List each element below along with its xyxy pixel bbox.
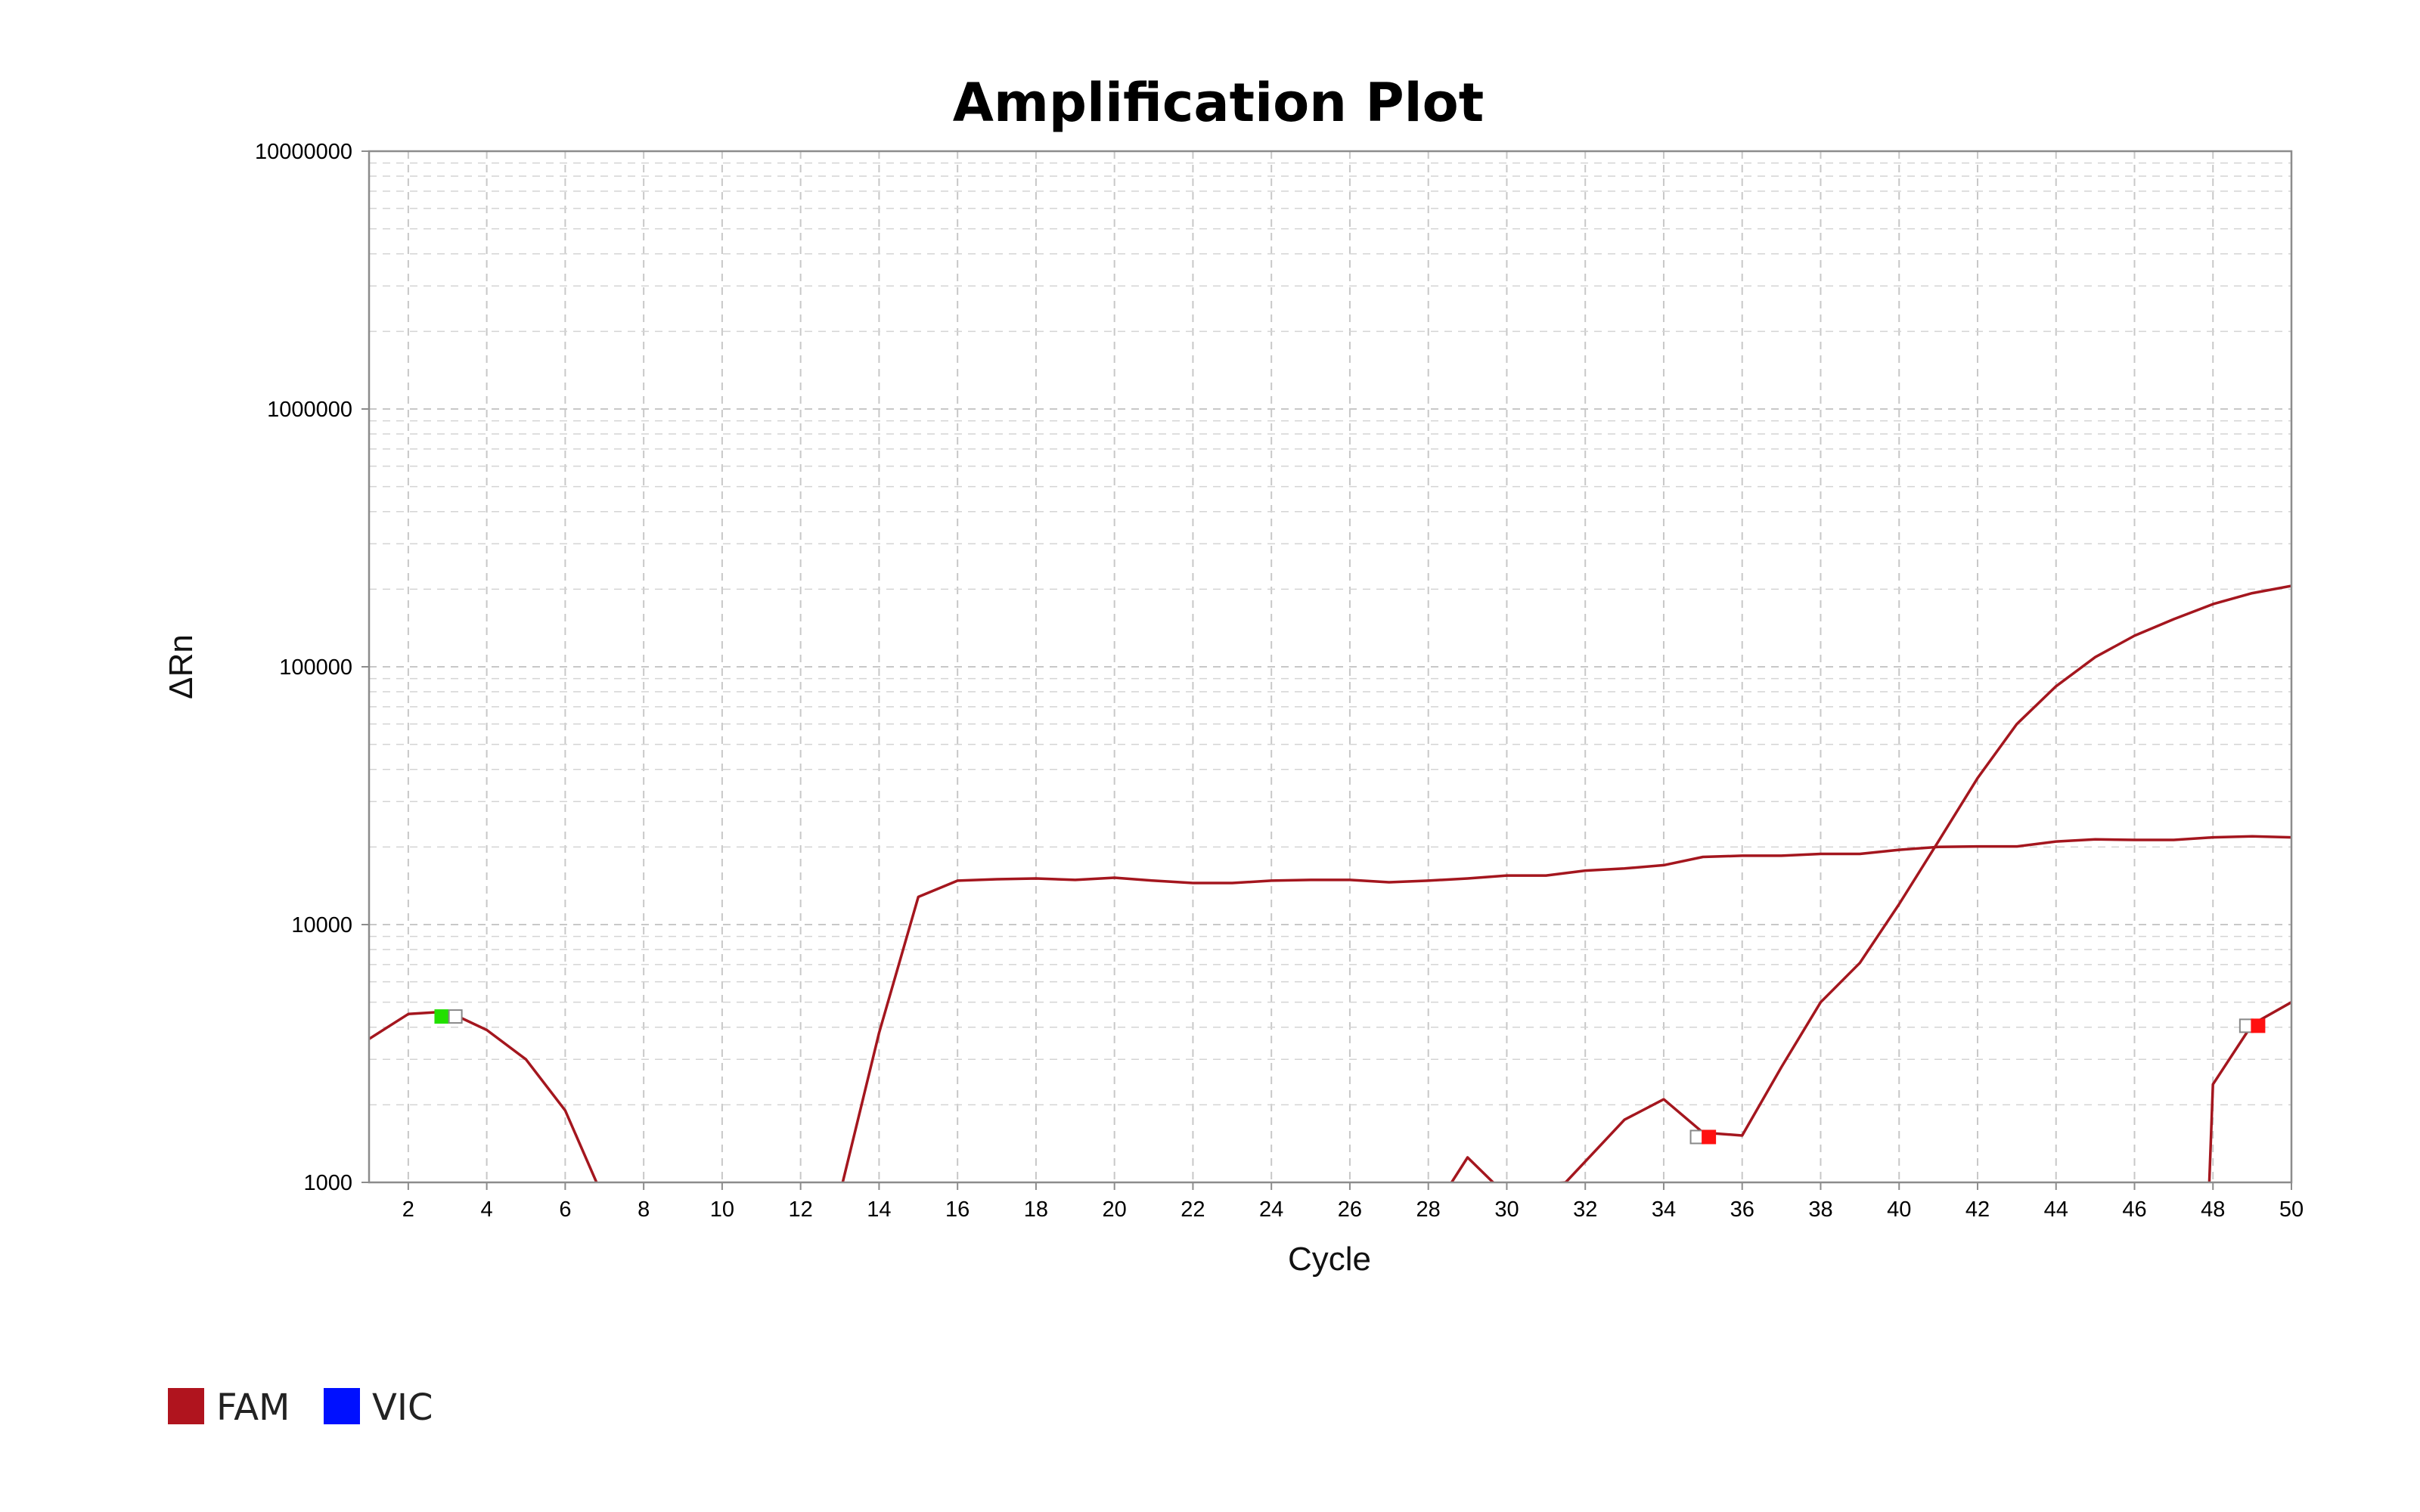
ct-marker <box>2251 1018 2266 1033</box>
series-layer <box>369 584 2291 1182</box>
x-tick-label: 14 <box>867 1198 891 1222</box>
ct-marker <box>2238 1018 2254 1033</box>
x-tick-label: 44 <box>2044 1198 2068 1222</box>
x-tick-label: 46 <box>2122 1198 2146 1222</box>
x-tick-label: 16 <box>945 1198 970 1222</box>
x-axis-ticks: 2 4 6 8 10 12 14 16 18 20 22 24 26 28 30 32 34 36 38 40 42 44… <box>402 1182 2304 1222</box>
x-tick-label: 42 <box>1965 1198 1990 1222</box>
ct-marker <box>1702 1129 1717 1145</box>
x-tick-label: 10 <box>710 1198 734 1222</box>
y-tick-label: 10000 <box>291 913 352 937</box>
x-tick-label: 24 <box>1259 1198 1283 1222</box>
x-tick-label: 18 <box>1024 1198 1048 1222</box>
y-tick-label: 10000000 <box>255 140 352 164</box>
ct-marker <box>1689 1129 1705 1145</box>
y-tick-label: 100000 <box>279 655 352 680</box>
chart-title: Amplification Plot <box>953 72 1484 134</box>
legend-swatch-vic <box>324 1388 360 1424</box>
x-tick-label: 48 <box>2201 1198 2225 1222</box>
legend: FAM VIC <box>168 1387 433 1429</box>
x-tick-label: 40 <box>1887 1198 1911 1222</box>
x-tick-label: 30 <box>1494 1198 1519 1222</box>
x-tick-label: 2 <box>402 1198 414 1222</box>
x-tick-label: 26 <box>1338 1198 1362 1222</box>
x-tick-label: 20 <box>1103 1198 1127 1222</box>
x-axis-label: Cycle <box>1288 1241 1371 1278</box>
x-tick-label: 38 <box>1808 1198 1832 1222</box>
x-tick-label: 4 <box>481 1198 493 1222</box>
y-axis-ticks: 1000 10000 100000 1000000 10000000 <box>255 140 369 1195</box>
grid-lines <box>369 151 2291 1182</box>
x-tick-label: 22 <box>1181 1198 1205 1222</box>
y-tick-label: 1000000 <box>267 398 352 422</box>
y-axis-label: ΔRn <box>163 634 200 699</box>
x-tick-label: 50 <box>2279 1198 2304 1222</box>
x-tick-label: 36 <box>1730 1198 1754 1222</box>
x-tick-label: 34 <box>1652 1198 1676 1222</box>
x-tick-label: 8 <box>638 1198 650 1222</box>
legend-label-vic: VIC <box>372 1387 433 1429</box>
ct-marker <box>448 1009 463 1024</box>
x-tick-label: 32 <box>1573 1198 1597 1222</box>
series-line-2 <box>1450 584 2291 1182</box>
y-tick-label: 1000 <box>303 1171 352 1195</box>
x-tick-label: 12 <box>789 1198 813 1222</box>
legend-label-fam: FAM <box>216 1387 290 1429</box>
marker-layer <box>434 1009 2266 1145</box>
x-tick-label: 6 <box>559 1198 571 1222</box>
x-tick-label: 28 <box>1416 1198 1441 1222</box>
series-line-1 <box>369 835 2291 1182</box>
legend-swatch-fam <box>168 1388 204 1424</box>
series-line-3 <box>2207 1001 2291 1182</box>
ct-marker <box>434 1009 449 1024</box>
